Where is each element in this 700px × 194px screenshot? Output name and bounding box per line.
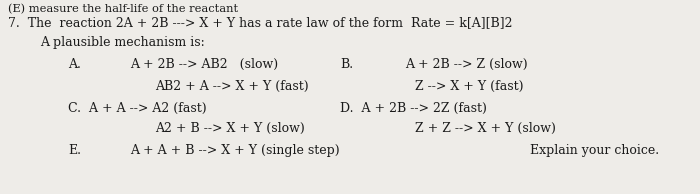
- Text: AB2 + A --> X + Y (fast): AB2 + A --> X + Y (fast): [155, 80, 309, 93]
- Text: A2 + B --> X + Y (slow): A2 + B --> X + Y (slow): [155, 122, 304, 135]
- Text: D.  A + 2B --> 2Z (fast): D. A + 2B --> 2Z (fast): [340, 102, 487, 115]
- Text: (E) measure the half-life of the reactant: (E) measure the half-life of the reactan…: [8, 4, 238, 14]
- Text: 7.  The  reaction 2A + 2B ---> X + Y has a rate law of the form  Rate = k[A][B]2: 7. The reaction 2A + 2B ---> X + Y has a…: [8, 16, 512, 29]
- Text: A plausible mechanism is:: A plausible mechanism is:: [40, 36, 204, 49]
- Text: A + 2B --> AB2   (slow): A + 2B --> AB2 (slow): [130, 58, 278, 71]
- Text: Z + Z --> X + Y (slow): Z + Z --> X + Y (slow): [415, 122, 556, 135]
- Text: Explain your choice.: Explain your choice.: [530, 144, 659, 157]
- Text: B.: B.: [340, 58, 353, 71]
- Text: A + A + B --> X + Y (single step): A + A + B --> X + Y (single step): [130, 144, 340, 157]
- Text: C.  A + A --> A2 (fast): C. A + A --> A2 (fast): [68, 102, 206, 115]
- Text: Z --> X + Y (fast): Z --> X + Y (fast): [415, 80, 524, 93]
- Text: A + 2B --> Z (slow): A + 2B --> Z (slow): [405, 58, 528, 71]
- Text: E.: E.: [68, 144, 81, 157]
- Text: A.: A.: [68, 58, 81, 71]
